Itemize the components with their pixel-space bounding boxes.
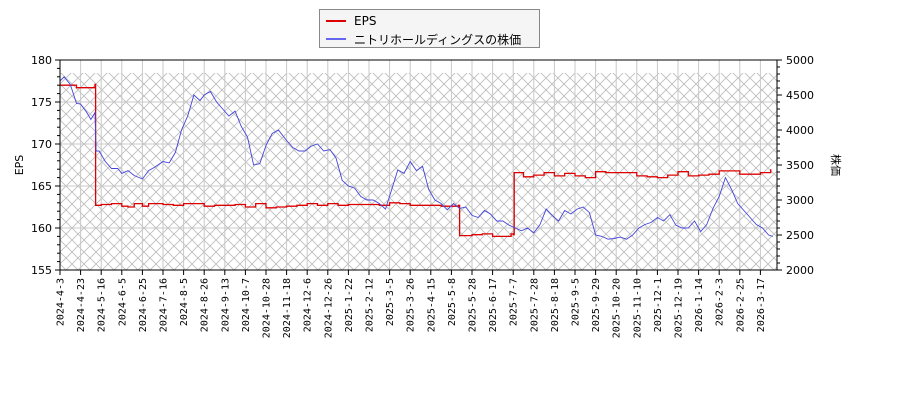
right-y-tick-label: 5000 xyxy=(786,54,814,67)
x-tick-label: 2025-10-20 xyxy=(612,278,623,338)
x-tick-label: 2025-8-18 xyxy=(550,278,561,332)
x-tick-label: 2024-8-5 xyxy=(179,278,190,326)
x-tick-label: 2024-7-16 xyxy=(159,278,170,332)
right-y-tick-label: 2500 xyxy=(786,229,814,242)
right-y-tick-label: 2000 xyxy=(786,264,814,277)
right-y-tick-label: 3000 xyxy=(786,194,814,207)
x-tick-label: 2024-12-26 xyxy=(323,278,334,338)
x-tick-label: 2025-11-10 xyxy=(632,278,643,338)
hatched-region xyxy=(60,73,777,270)
x-tick-label: 2024-9-13 xyxy=(220,278,231,332)
eps-series-line xyxy=(60,83,772,238)
x-tick-label: 2025-6-17 xyxy=(488,278,499,332)
right-y-tick-label: 3500 xyxy=(786,159,814,172)
x-tick-label: 2025-3-5 xyxy=(385,278,396,326)
left-y-tick-label: 155 xyxy=(31,264,52,277)
x-tick-label: 2025-7-7 xyxy=(509,278,520,326)
x-tick-label: 2025-2-12 xyxy=(365,278,376,332)
left-axis-title: EPS xyxy=(13,155,26,176)
x-tick-label: 2025-9-5 xyxy=(571,278,582,326)
x-tick-label: 2025-5-8 xyxy=(447,278,458,326)
x-tick-label: 2026-3-17 xyxy=(756,278,767,332)
x-tick-label: 2026-2-3 xyxy=(715,278,726,326)
legend-label-stock-price: ニトリホールディングスの株価 xyxy=(354,32,522,47)
left-y-tick-label: 180 xyxy=(31,54,52,67)
x-tick-label: 2025-7-28 xyxy=(529,278,540,332)
right-y-tick-label: 4500 xyxy=(786,89,814,102)
right-axis-title: 株価 xyxy=(829,154,843,176)
legend-label-eps: EPS xyxy=(354,14,377,28)
x-tick-label: 2025-12-19 xyxy=(674,278,685,338)
x-tick-label: 2025-4-15 xyxy=(426,278,437,332)
legend-item-eps: EPS xyxy=(326,12,376,30)
x-tick-label: 2024-12-6 xyxy=(303,278,314,332)
x-tick-label: 2025-9-29 xyxy=(591,278,602,332)
x-tick-label: 2024-5-16 xyxy=(97,278,108,332)
x-tick-label: 2024-11-18 xyxy=(282,278,293,338)
x-tick-label: 2024-6-5 xyxy=(117,278,128,326)
x-tick-label: 2024-6-25 xyxy=(138,278,149,332)
x-tick-label: 2025-12-1 xyxy=(653,278,664,332)
x-tick-label: 2025-1-22 xyxy=(344,278,355,332)
x-tick-label: 2026-2-25 xyxy=(735,278,746,332)
left-y-tick-label: 165 xyxy=(31,180,52,193)
x-tick-label: 2024-4-23 xyxy=(76,278,87,332)
x-tick-label: 2024-10-28 xyxy=(262,278,273,338)
left-y-tick-label: 175 xyxy=(31,96,52,109)
stock-line-swatch-icon xyxy=(326,38,346,40)
legend: EPS ニトリホールディングスの株価 xyxy=(319,9,540,48)
x-tick-label: 2026-1-14 xyxy=(694,278,705,332)
left-y-tick-label: 170 xyxy=(31,138,52,151)
x-tick-label: 2025-5-28 xyxy=(468,278,479,332)
x-tick-label: 2024-4-3 xyxy=(56,278,67,326)
legend-item-stock-price: ニトリホールディングスの株価 xyxy=(326,30,521,48)
right-y-tick-label: 4000 xyxy=(786,124,814,137)
eps-line-swatch-icon xyxy=(326,20,346,22)
x-tick-label: 2024-8-26 xyxy=(200,278,211,332)
left-y-tick-label: 160 xyxy=(31,222,52,235)
x-tick-label: 2024-10-7 xyxy=(241,278,252,332)
x-tick-label: 2025-3-26 xyxy=(406,278,417,332)
stock-price-series-line xyxy=(59,76,773,240)
